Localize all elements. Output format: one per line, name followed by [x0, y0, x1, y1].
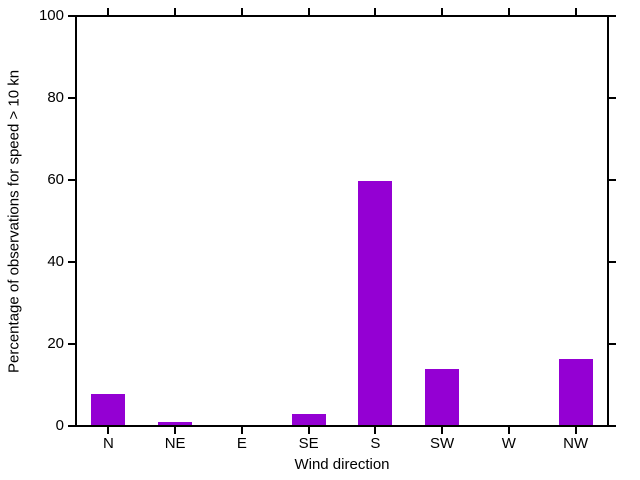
- x-tick-top: [174, 8, 177, 15]
- y-tick-left: [68, 15, 75, 17]
- bar-n: [91, 394, 126, 425]
- y-axis-label: Percentage of observations for speed > 1…: [5, 69, 23, 373]
- y-tick-label: 20: [47, 335, 64, 352]
- y-tick-right: [609, 179, 616, 181]
- x-tick-bottom: [174, 427, 177, 434]
- plot-area: [75, 15, 609, 427]
- x-tick-label-e: E: [236, 435, 247, 452]
- y-tick-right: [609, 261, 616, 263]
- x-axis-label: Wind direction: [294, 456, 390, 473]
- x-tick-label-nw: NW: [563, 435, 589, 452]
- x-tick-bottom: [507, 427, 510, 434]
- x-tick-top: [441, 8, 444, 15]
- y-tick-right: [609, 15, 616, 17]
- x-tick-bottom: [307, 427, 310, 434]
- y-tick-left: [68, 179, 75, 181]
- x-tick-bottom: [441, 427, 444, 434]
- bar-se: [291, 414, 326, 425]
- bar-ne: [158, 422, 193, 425]
- y-tick-left: [68, 425, 75, 427]
- y-tick-label: 40: [47, 253, 64, 270]
- x-tick-label-sw: SW: [430, 435, 455, 452]
- x-tick-bottom: [574, 427, 577, 434]
- x-tick-label-s: S: [370, 435, 381, 452]
- bar-s: [358, 181, 393, 425]
- x-tick-label-ne: NE: [164, 435, 186, 452]
- y-tick-right: [609, 97, 616, 99]
- y-tick-left: [68, 97, 75, 99]
- x-tick-top: [107, 8, 110, 15]
- y-tick-label: 0: [55, 417, 64, 434]
- y-tick-left: [68, 261, 75, 263]
- x-tick-label-w: W: [501, 435, 516, 452]
- y-tick-label: 60: [47, 171, 64, 188]
- x-tick-top: [507, 8, 510, 15]
- x-tick-bottom: [374, 427, 377, 434]
- x-tick-label-n: N: [102, 435, 114, 452]
- bar-nw: [558, 359, 593, 425]
- x-tick-top: [374, 8, 377, 15]
- x-tick-top: [307, 8, 310, 15]
- y-tick-label: 100: [38, 7, 64, 24]
- x-tick-label-se: SE: [298, 435, 319, 452]
- y-tick-right: [609, 425, 616, 427]
- y-tick-right: [609, 343, 616, 345]
- y-tick-label: 80: [47, 89, 64, 106]
- bar-sw: [425, 369, 460, 425]
- y-tick-left: [68, 343, 75, 345]
- x-tick-top: [574, 8, 577, 15]
- x-tick-top: [240, 8, 243, 15]
- x-tick-bottom: [107, 427, 110, 434]
- x-tick-bottom: [240, 427, 243, 434]
